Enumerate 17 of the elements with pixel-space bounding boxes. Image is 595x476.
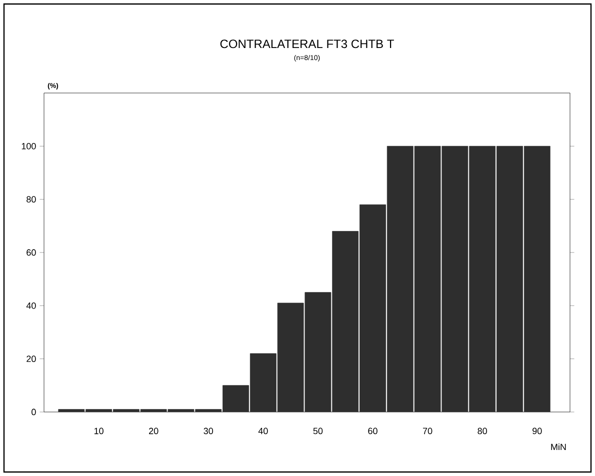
chart-title: CONTRALATERAL FT3 CHTB T xyxy=(220,40,394,48)
x-axis-title: MiN xyxy=(551,444,566,450)
x-tick-label: 20 xyxy=(149,428,158,434)
y-tick-label: 60 xyxy=(26,249,36,256)
y-tick-label: 80 xyxy=(26,196,36,203)
x-tick-label: 80 xyxy=(478,428,487,434)
y-tick-label: 0 xyxy=(32,408,36,416)
y-tick-label: 40 xyxy=(26,302,36,309)
y-tick-label: 100 xyxy=(22,142,36,150)
x-tick-label: 40 xyxy=(258,428,268,434)
x-tick-label: 50 xyxy=(313,428,323,434)
x-tick-label: 70 xyxy=(422,428,432,434)
x-tick-label: 30 xyxy=(204,428,214,434)
y-tick-label: 20 xyxy=(26,356,36,362)
x-tick-label: 90 xyxy=(532,428,542,434)
x-tick-label: 60 xyxy=(368,428,378,434)
x-tick-label: 10 xyxy=(94,428,104,434)
